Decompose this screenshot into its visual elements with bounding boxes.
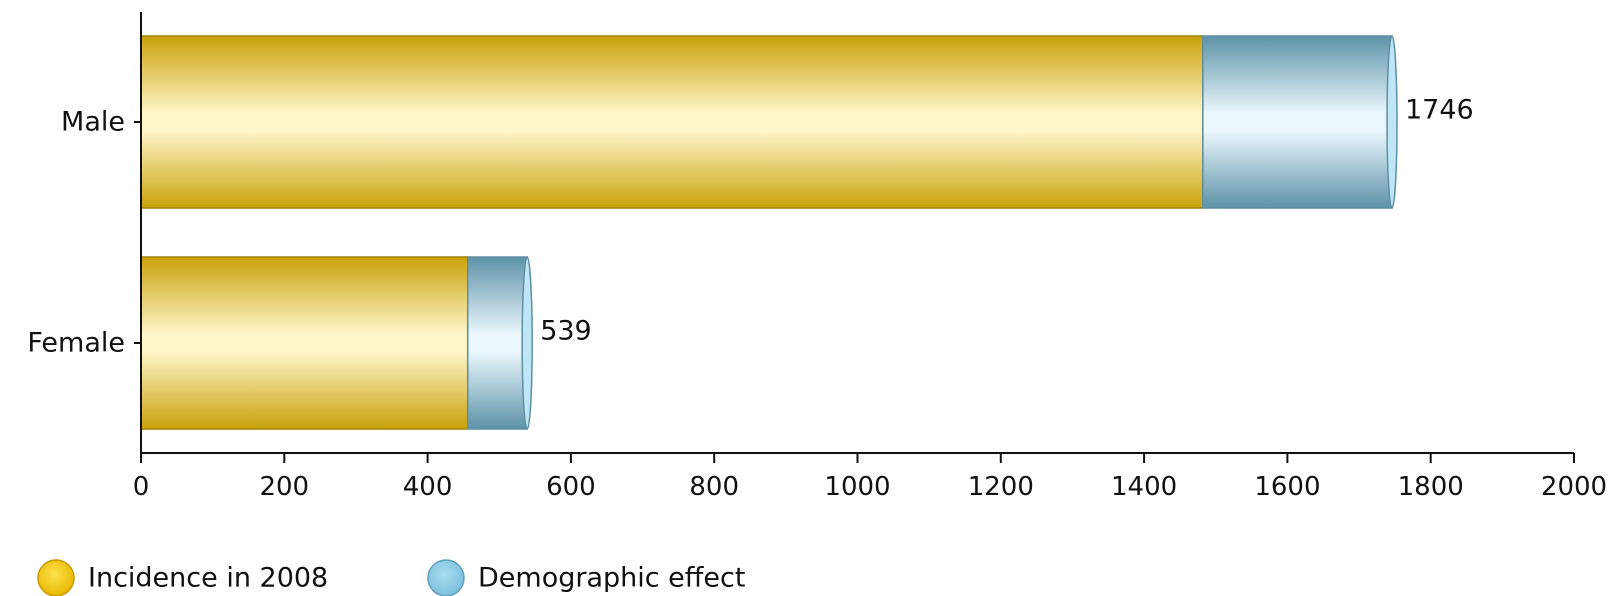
bar-female-demographic-effect [466, 256, 528, 430]
y-category-label-male: Male [61, 107, 125, 138]
legend: Incidence in 2008 Demographic effect [37, 559, 745, 596]
total-label-female: 539 [540, 316, 592, 347]
bar-cap-male [1386, 35, 1398, 209]
legend-swatch-icon [37, 559, 75, 596]
x-tick-label: 1200 [968, 472, 1034, 502]
total-label-male: 1746 [1405, 95, 1474, 126]
bar-female-incidence-in-2008 [140, 256, 469, 430]
x-tick-label: 1800 [1398, 472, 1464, 502]
legend-item-demographic-effect: Demographic effect [427, 559, 745, 596]
x-tick-label: 0 [133, 472, 150, 502]
bar-male-incidence-in-2008 [140, 35, 1204, 209]
bar-male-demographic-effect [1202, 35, 1393, 209]
x-tick-label: 1400 [1111, 472, 1177, 502]
x-tick-label: 1000 [824, 472, 890, 502]
legend-label: Demographic effect [478, 563, 745, 594]
x-tick-label: 800 [689, 472, 739, 502]
legend-item-incidence-in-2008: Incidence in 2008 [37, 559, 328, 596]
bars-layer: 1746 539 [140, 35, 1474, 430]
axes-layer: 0 200 400 600 800 1000 1200 1400 1600 1800 2000 Mal… [27, 12, 1607, 502]
y-category-label-female: Female [27, 328, 125, 359]
x-tick-label: 200 [259, 472, 309, 502]
x-tick-label: 600 [546, 472, 596, 502]
x-tick-label: 1600 [1254, 472, 1320, 502]
x-tick-label: 400 [403, 472, 453, 502]
legend-label: Incidence in 2008 [88, 563, 328, 594]
x-tick-label: 2000 [1541, 472, 1607, 502]
bar-cap-female [521, 256, 533, 430]
legend-swatch-icon [427, 559, 465, 596]
